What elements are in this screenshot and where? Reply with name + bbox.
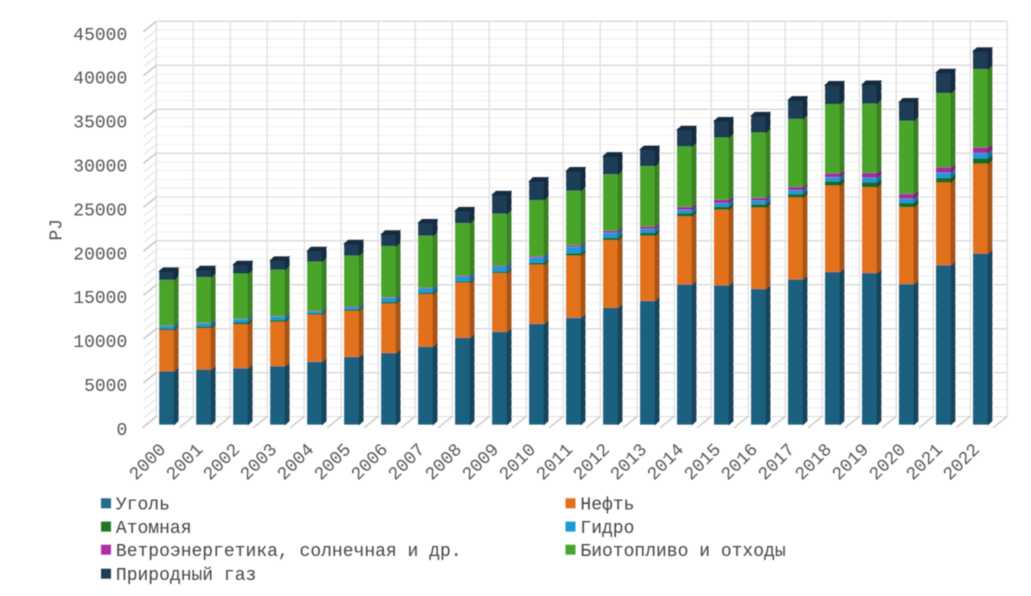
svg-text:Нефть: Нефть	[580, 496, 634, 516]
svg-text:30000: 30000	[73, 158, 127, 178]
svg-text:Биотопливо и отходы: Биотопливо и отходы	[580, 542, 785, 562]
svg-text:20000: 20000	[73, 245, 127, 265]
svg-text:15000: 15000	[73, 289, 127, 309]
svg-text:10000: 10000	[73, 333, 127, 353]
svg-text:Атомная: Атомная	[116, 519, 192, 539]
svg-text:25000: 25000	[73, 201, 127, 221]
svg-text:40000: 40000	[73, 70, 127, 90]
svg-text:PJ: PJ	[48, 219, 68, 241]
svg-text:5000: 5000	[84, 377, 127, 397]
svg-text:Природный газ: Природный газ	[116, 566, 256, 586]
svg-text:Гидро: Гидро	[580, 519, 634, 539]
svg-text:Ветроэнергетика, солнечная и д: Ветроэнергетика, солнечная и др.	[116, 542, 462, 562]
svg-text:Уголь: Уголь	[116, 496, 170, 516]
svg-text:35000: 35000	[73, 114, 127, 134]
svg-text:0: 0	[116, 421, 127, 441]
svg-text:45000: 45000	[73, 26, 127, 46]
